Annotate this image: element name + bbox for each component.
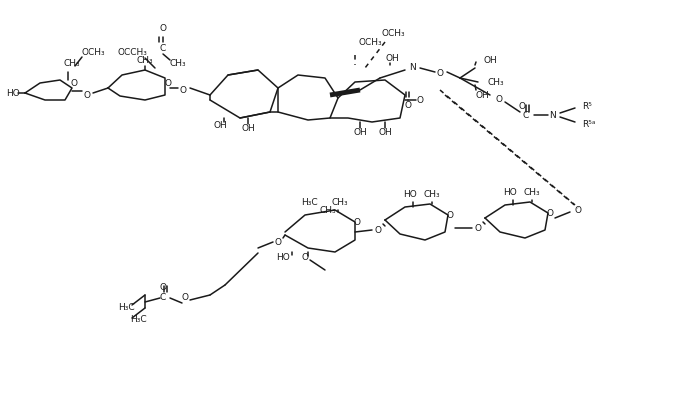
Text: OCCH₃: OCCH₃: [117, 47, 147, 56]
Text: O: O: [436, 68, 443, 77]
Text: O: O: [547, 208, 554, 218]
Text: C: C: [523, 110, 529, 119]
Text: OH: OH: [476, 91, 490, 100]
Text: OCH₃: OCH₃: [381, 28, 405, 37]
Text: C: C: [160, 293, 166, 302]
Text: O: O: [71, 79, 78, 87]
Text: CH₃: CH₃: [424, 190, 440, 199]
Text: O: O: [447, 211, 454, 220]
Text: N: N: [410, 63, 417, 72]
Text: O: O: [375, 225, 382, 234]
Text: O: O: [182, 293, 189, 302]
Text: O: O: [495, 94, 502, 103]
Text: OCH₃: OCH₃: [81, 47, 105, 56]
Text: CH₃: CH₃: [64, 59, 80, 68]
Text: O: O: [159, 283, 166, 292]
Text: HO: HO: [503, 187, 517, 197]
Text: OH: OH: [378, 127, 392, 136]
Text: CH₃: CH₃: [524, 187, 540, 197]
Text: CH₃: CH₃: [487, 77, 503, 87]
Text: HO: HO: [276, 253, 290, 262]
Text: CH₃: CH₃: [170, 59, 187, 68]
Text: OH: OH: [385, 54, 399, 63]
Text: C: C: [160, 44, 166, 52]
Text: O: O: [83, 91, 90, 100]
Text: O: O: [275, 237, 282, 246]
Text: O: O: [519, 102, 526, 111]
Text: O: O: [417, 96, 424, 105]
Text: R⁵: R⁵: [582, 101, 592, 110]
Text: O: O: [301, 253, 308, 262]
Text: HO: HO: [6, 89, 20, 98]
Text: O: O: [575, 206, 582, 215]
Text: O: O: [475, 223, 482, 232]
Text: R⁵ᵃ: R⁵ᵃ: [582, 119, 596, 129]
Text: O: O: [159, 23, 166, 33]
Text: OH: OH: [353, 127, 367, 136]
Text: CH₃: CH₃: [320, 206, 337, 215]
Text: H₃C: H₃C: [130, 316, 147, 325]
Text: CH₃: CH₃: [332, 197, 348, 206]
Text: HO: HO: [403, 190, 417, 199]
Text: O: O: [405, 101, 412, 110]
Text: CH₃: CH₃: [137, 56, 153, 65]
Text: H₃C: H₃C: [118, 304, 135, 312]
Text: OH: OH: [213, 120, 227, 129]
Text: N: N: [549, 110, 556, 119]
Text: O: O: [180, 86, 187, 94]
Text: OCH₃: OCH₃: [358, 37, 382, 47]
Text: O: O: [354, 218, 361, 227]
Text: OH: OH: [241, 124, 255, 133]
Text: H₃C: H₃C: [301, 197, 318, 206]
Text: OH: OH: [483, 56, 497, 65]
Text: O: O: [164, 79, 171, 87]
